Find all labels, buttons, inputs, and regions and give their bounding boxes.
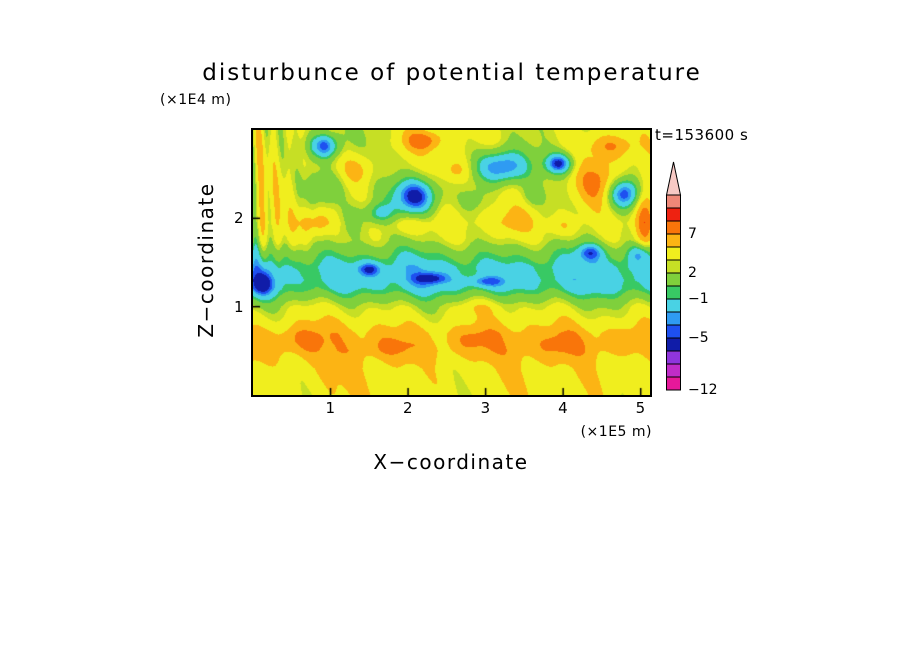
time-label: t=153600 s — [655, 126, 749, 144]
colorbar-segment — [666, 285, 681, 300]
colorbar-segment — [666, 233, 681, 248]
colorbar-segment — [666, 246, 681, 261]
colorbar-tick-label: 7 — [688, 226, 697, 242]
chart-title: disturbunce of potential temperature — [202, 60, 702, 86]
x-tick-label: 5 — [635, 399, 646, 417]
colorbar-arrow-cap — [665, 161, 682, 196]
x-tick-label: 3 — [480, 399, 491, 417]
colorbar-segment — [666, 324, 681, 339]
colorbar-tick-label: −1 — [688, 291, 709, 307]
x-tick-label: 4 — [558, 399, 569, 417]
colorbar-segment — [666, 207, 681, 222]
colorbar-segment — [666, 337, 681, 352]
colorbar-tick-label: 2 — [688, 265, 697, 281]
x-axis-unit-label: (×1E5 m) — [580, 424, 652, 440]
colorbar-segment — [666, 298, 681, 313]
contour-canvas — [253, 130, 650, 395]
z-tick-label: 1 — [233, 297, 244, 316]
x-tick-label: 2 — [403, 399, 414, 417]
colorbar-segment — [666, 350, 681, 365]
y-axis-unit-label: (×1E4 m) — [160, 92, 232, 108]
colorbar — [665, 161, 682, 391]
plot-frame — [251, 128, 652, 397]
colorbar-segment — [666, 259, 681, 274]
colorbar-tick-label: −5 — [688, 330, 709, 346]
colorbar-tick-label: −12 — [688, 382, 718, 398]
colorbar-segment — [666, 220, 681, 235]
x-tick-label: 1 — [325, 399, 336, 417]
z-tick-label: 2 — [233, 209, 244, 228]
colorbar-segment — [666, 363, 681, 378]
y-axis-label: Z−coordinate — [194, 182, 218, 338]
colorbar-segment — [666, 311, 681, 326]
colorbar-segment — [666, 376, 681, 391]
x-axis-label: X−coordinate — [373, 450, 529, 474]
colorbar-segment — [666, 194, 681, 209]
colorbar-segment — [666, 272, 681, 287]
